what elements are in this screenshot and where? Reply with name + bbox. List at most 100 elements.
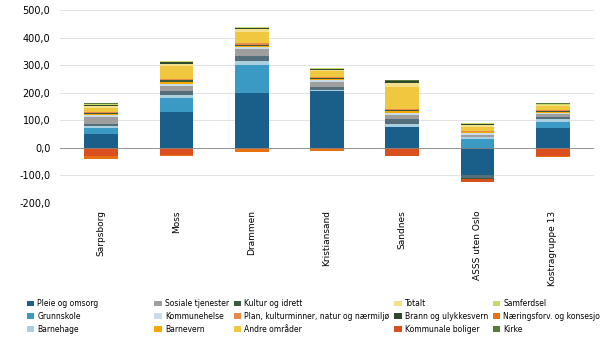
Bar	[385, 115, 419, 119]
Bar	[160, 86, 193, 91]
Bar	[385, 119, 419, 124]
Bar	[536, 110, 570, 111]
Bar	[235, 47, 269, 49]
Bar	[310, 79, 344, 80]
Bar	[84, 128, 118, 134]
Bar	[461, 133, 494, 135]
Bar	[160, 84, 193, 86]
Bar	[235, 61, 269, 65]
Bar	[461, 125, 494, 127]
Bar	[385, 127, 419, 148]
Bar	[310, 87, 344, 90]
Bar	[536, 111, 570, 112]
Bar	[84, 117, 118, 123]
Bar	[385, 111, 419, 113]
Bar	[84, 126, 118, 128]
Bar	[310, 148, 344, 149]
Bar	[84, 114, 118, 115]
Bar	[84, 107, 118, 112]
Bar	[385, 80, 419, 81]
Bar	[235, 148, 269, 149]
Bar	[84, 115, 118, 117]
Bar	[235, 65, 269, 93]
Bar	[160, 154, 193, 156]
Bar	[235, 43, 269, 45]
Bar	[310, 90, 344, 91]
Bar	[385, 109, 419, 110]
Bar	[84, 123, 118, 126]
Bar	[310, 149, 344, 150]
Bar	[461, 178, 494, 179]
Bar	[160, 80, 193, 82]
Legend: Pleie og omsorg, Grunnskole, Barnehage, Adm, styring og fellesutgifter, Sosiale : Pleie og omsorg, Grunnskole, Barnehage, …	[26, 299, 600, 338]
Bar	[461, 179, 494, 182]
Bar	[235, 45, 269, 46]
Bar	[461, 135, 494, 137]
Bar	[235, 28, 269, 29]
Bar	[84, 112, 118, 113]
Bar	[160, 148, 193, 154]
Bar	[84, 105, 118, 106]
Bar	[310, 82, 344, 87]
Bar	[536, 113, 570, 115]
Bar	[385, 81, 419, 83]
Bar	[235, 49, 269, 55]
Bar	[385, 83, 419, 87]
Bar	[536, 119, 570, 122]
Bar	[235, 29, 269, 32]
Bar	[160, 66, 193, 79]
Bar	[160, 98, 193, 112]
Bar	[536, 106, 570, 110]
Bar	[536, 103, 570, 104]
Bar	[310, 77, 344, 79]
Bar	[160, 64, 193, 66]
Bar	[160, 61, 193, 62]
Bar	[310, 69, 344, 70]
Bar	[461, 132, 494, 133]
Bar	[536, 105, 570, 106]
Bar	[385, 124, 419, 127]
Bar	[84, 106, 118, 107]
Bar	[310, 71, 344, 77]
Bar	[235, 46, 269, 47]
Bar	[235, 32, 269, 43]
Bar	[461, 137, 494, 140]
Bar	[160, 95, 193, 98]
Bar	[235, 93, 269, 148]
Bar	[84, 156, 118, 159]
Bar	[536, 115, 570, 117]
Bar	[84, 113, 118, 114]
Bar	[385, 110, 419, 111]
Bar	[536, 156, 570, 158]
Bar	[160, 112, 193, 148]
Bar	[310, 70, 344, 71]
Bar	[536, 112, 570, 113]
Bar	[160, 91, 193, 95]
Bar	[235, 55, 269, 61]
Bar	[160, 62, 193, 64]
Bar	[84, 148, 118, 156]
Bar	[84, 103, 118, 104]
Bar	[461, 127, 494, 131]
Bar	[310, 80, 344, 82]
Bar	[461, 131, 494, 132]
Bar	[461, 123, 494, 124]
Bar	[536, 104, 570, 105]
Bar	[84, 134, 118, 148]
Bar	[536, 117, 570, 119]
Bar	[461, 124, 494, 125]
Bar	[84, 104, 118, 105]
Bar	[385, 148, 419, 156]
Bar	[160, 79, 193, 80]
Bar	[536, 128, 570, 148]
Bar	[310, 68, 344, 69]
Bar	[461, 148, 494, 175]
Bar	[461, 140, 494, 148]
Bar	[235, 27, 269, 28]
Bar	[385, 87, 419, 109]
Bar	[536, 122, 570, 128]
Bar	[461, 175, 494, 178]
Bar	[536, 148, 570, 156]
Bar	[160, 82, 193, 84]
Bar	[310, 91, 344, 148]
